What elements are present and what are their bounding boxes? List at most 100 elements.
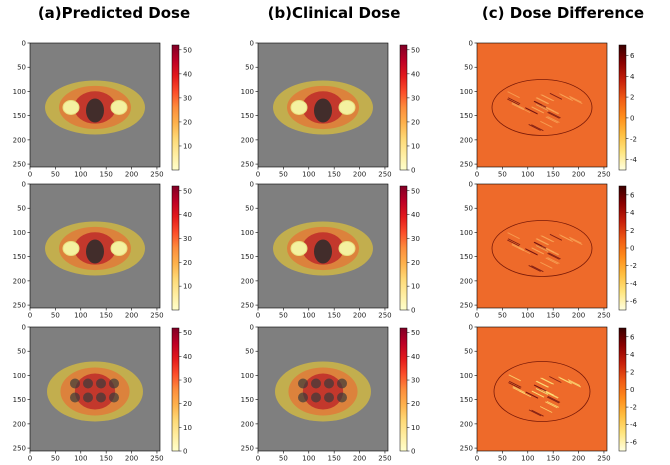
colorbar-tick-label: 0	[411, 307, 415, 315]
colorbar-tick-label: 4	[630, 351, 635, 359]
colorbar-tick-label: 40	[183, 211, 192, 219]
y-tick-label: 150	[460, 396, 473, 404]
body-outline	[493, 361, 591, 422]
y-tick-label: 100	[460, 229, 473, 237]
y-tick-label: 0	[22, 324, 26, 332]
y-tick-label: 100	[241, 372, 254, 380]
colorbar-tick-label: -4	[630, 156, 638, 164]
colorbar-tick-label: 2	[630, 368, 634, 376]
bowel-loop	[96, 392, 106, 403]
y-tick-label: 150	[13, 112, 26, 120]
difference-streak	[570, 97, 583, 104]
colorbar-tick-label: -2	[630, 135, 637, 143]
y-tick-label: 200	[241, 420, 254, 428]
difference-streak	[545, 257, 558, 265]
difference-streak	[525, 248, 538, 256]
y-tick-label: 200	[460, 277, 473, 285]
colorbar-tick-label: 0	[630, 386, 634, 394]
difference-streak	[533, 384, 547, 392]
x-tick-label: 150	[99, 455, 112, 463]
y-tick-label: 50	[464, 205, 473, 213]
x-tick-label: 150	[327, 312, 340, 320]
difference-streak	[547, 116, 560, 123]
y-tick-label: 250	[13, 161, 26, 169]
x-tick-label: 50	[279, 171, 288, 179]
colorbar-tick-label: 6	[630, 52, 635, 60]
difference-streak	[512, 386, 526, 393]
y-tick-label: 200	[460, 136, 473, 144]
difference-streak	[547, 252, 560, 260]
colorbar-tick-label: -2	[630, 404, 637, 412]
y-tick-label: 150	[241, 396, 254, 404]
bowel-loop	[70, 392, 80, 403]
x-tick-label: 150	[546, 312, 559, 320]
x-tick-label: 0	[28, 312, 32, 320]
difference-streak	[511, 243, 525, 251]
x-tick-label: 100	[74, 171, 87, 179]
y-tick-label: 150	[241, 253, 254, 261]
colorbar-tick-label: 50	[411, 187, 420, 195]
difference-streak	[545, 401, 558, 409]
y-tick-label: 150	[460, 112, 473, 120]
y-tick-label: 100	[241, 229, 254, 237]
y-tick-label: 200	[13, 277, 26, 285]
femoral-head	[338, 99, 356, 115]
difference-streak	[540, 94, 553, 102]
difference-streak	[549, 376, 562, 383]
colorbar-tick-label: 40	[183, 353, 192, 361]
x-tick-label: 250	[150, 171, 163, 179]
x-tick-label: 0	[475, 455, 479, 463]
colorbar-tick-label: 2	[630, 227, 634, 235]
difference-streak	[507, 97, 521, 105]
title-predicted-dose: (a)Predicted Dose	[37, 4, 191, 22]
colorbar-tick-label: 30	[411, 94, 420, 102]
x-tick-label: 50	[498, 312, 507, 320]
y-tick-label: 100	[13, 372, 26, 380]
bowel-loop	[83, 378, 93, 389]
x-tick-label: 150	[327, 171, 340, 179]
x-tick-label: 150	[99, 171, 112, 179]
title-clinical-dose: (b)Clinical Dose	[267, 4, 401, 22]
bowel-loop	[324, 392, 334, 403]
x-tick-label: 0	[28, 455, 32, 463]
y-tick-label: 150	[460, 253, 473, 261]
title-dose-difference: (c) Dose Difference	[481, 4, 645, 22]
difference-streak	[525, 391, 539, 399]
difference-streak	[570, 238, 583, 245]
difference-streak	[569, 95, 582, 103]
high-dose-region	[74, 373, 116, 410]
x-tick-label: 0	[475, 171, 479, 179]
colorbar-tick-label: 20	[411, 400, 420, 408]
difference-streak	[567, 379, 581, 386]
difference-streak	[535, 97, 549, 105]
difference-streak	[507, 91, 520, 99]
bowel-loop	[70, 378, 80, 389]
x-tick-label: 100	[302, 455, 315, 463]
femoral-head	[110, 240, 128, 256]
x-tick-label: 250	[597, 171, 610, 179]
difference-streak	[547, 257, 560, 264]
difference-streak	[559, 234, 572, 242]
difference-streak	[546, 107, 559, 115]
bladder-region	[314, 98, 332, 123]
y-tick-label: 100	[13, 229, 26, 237]
colorbar-tick-label: 20	[183, 400, 192, 408]
y-tick-label: 150	[241, 112, 254, 120]
difference-streak	[559, 93, 572, 101]
colorbar-tick-label: 6	[630, 333, 635, 341]
difference-streak	[528, 409, 542, 417]
colorbar-tick-label: -2	[630, 262, 637, 270]
bowel-loop	[337, 392, 347, 403]
difference-streak	[531, 390, 545, 398]
difference-streak	[546, 248, 560, 255]
difference-streak	[540, 261, 553, 269]
y-tick-label: 0	[250, 324, 254, 332]
difference-streak	[540, 120, 553, 128]
bowel-loop	[311, 378, 321, 389]
